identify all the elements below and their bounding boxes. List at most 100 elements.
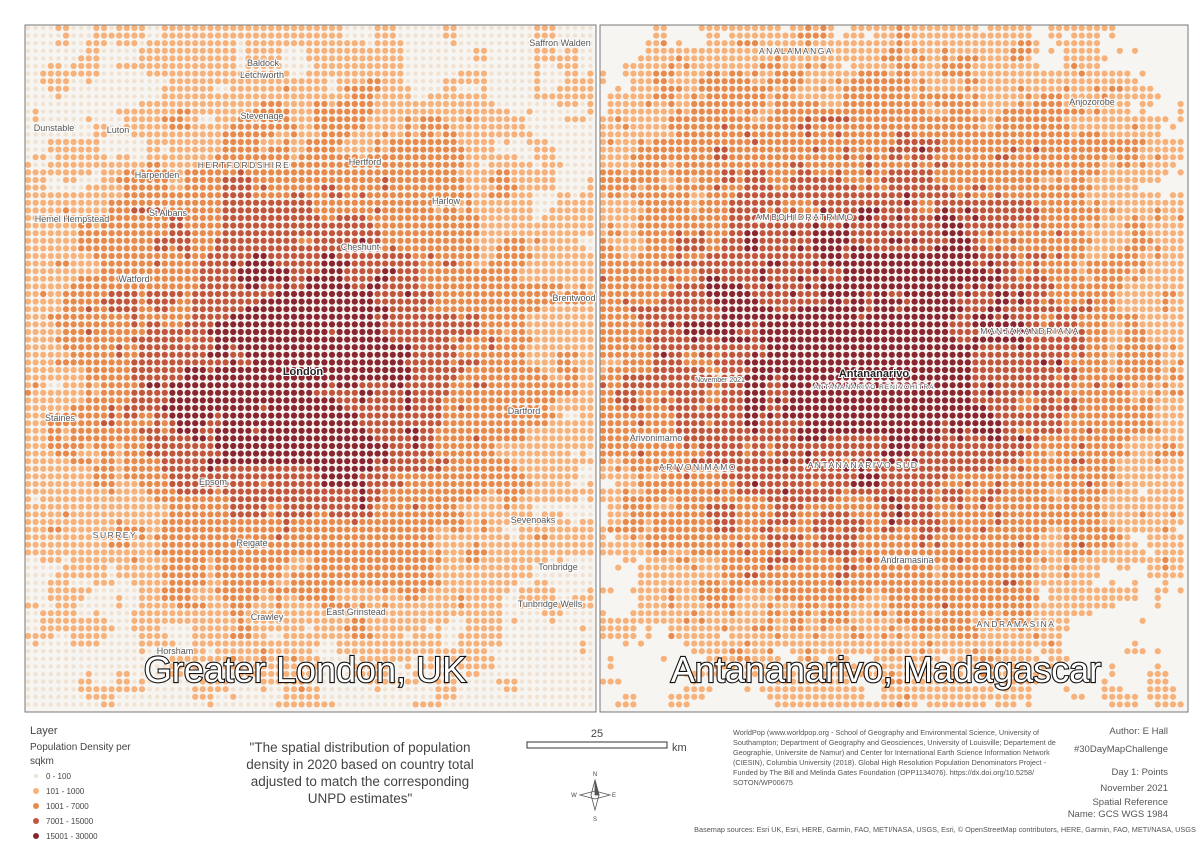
density-dot	[442, 176, 450, 184]
density-dot	[55, 146, 62, 153]
density-dot	[222, 214, 229, 222]
density-dot	[404, 488, 412, 495]
density-dot	[427, 290, 434, 298]
density-dot	[275, 70, 282, 77]
density-dot	[214, 359, 222, 366]
density-dot	[93, 488, 100, 495]
density-dot	[131, 275, 138, 282]
density-dot	[580, 185, 585, 190]
density-dot	[176, 260, 184, 267]
density-dot	[519, 25, 525, 31]
density-dot	[260, 465, 267, 472]
density-dot	[275, 123, 282, 130]
density-dot	[359, 420, 366, 427]
density-dot	[132, 147, 137, 152]
density-dot	[526, 131, 533, 138]
density-dot	[580, 25, 585, 31]
density-dot	[404, 306, 412, 313]
density-dot	[405, 63, 411, 69]
density-dot	[222, 252, 229, 260]
density-dot	[123, 207, 130, 214]
density-dot	[100, 442, 108, 450]
density-dot	[412, 169, 419, 176]
density-dot	[404, 465, 412, 472]
density-dot	[344, 458, 351, 465]
density-dot	[290, 138, 298, 146]
density-dot	[85, 503, 92, 510]
density-dot	[70, 412, 77, 419]
density-dot	[62, 442, 70, 450]
density-dot	[138, 473, 146, 480]
density-dot	[290, 268, 298, 275]
density-dot	[412, 382, 419, 389]
density-dot	[550, 117, 555, 122]
density-dot	[404, 138, 412, 146]
density-dot	[489, 86, 494, 92]
density-dot	[573, 132, 578, 137]
density-dot	[40, 374, 47, 381]
density-dot	[63, 109, 69, 114]
density-dot	[442, 108, 450, 115]
density-dot	[33, 162, 38, 167]
density-dot	[413, 48, 418, 53]
density-dot	[252, 123, 260, 130]
density-dot	[488, 237, 495, 244]
density-dot	[268, 123, 275, 130]
density-dot	[230, 442, 237, 450]
density-dot	[62, 268, 70, 275]
density-dot	[321, 260, 328, 267]
density-dot	[55, 283, 62, 290]
density-dot	[518, 465, 526, 472]
density-dot	[420, 420, 427, 427]
density-dot	[412, 496, 419, 503]
density-dot	[541, 237, 548, 244]
density-dot	[100, 32, 108, 39]
density-dot	[93, 154, 100, 161]
density-dot	[534, 389, 541, 396]
density-dot	[48, 25, 53, 31]
density-dot	[260, 290, 267, 298]
density-dot	[32, 488, 39, 495]
density-dot	[222, 192, 229, 199]
density-dot	[549, 427, 556, 434]
density-dot	[564, 488, 571, 495]
density-dot	[428, 48, 433, 53]
density-dot	[526, 435, 533, 442]
density-dot	[47, 252, 54, 260]
density-dot	[427, 458, 434, 465]
density-dot	[367, 41, 373, 46]
density-dot	[450, 366, 457, 374]
density-dot	[436, 86, 441, 92]
density-dot	[458, 458, 465, 465]
density-dot	[94, 109, 99, 114]
density-dot	[497, 63, 502, 69]
density-dot	[207, 473, 214, 480]
density-dot	[534, 268, 541, 275]
density-dot	[283, 40, 290, 47]
density-dot	[420, 480, 427, 488]
density-dot	[131, 359, 138, 366]
density-dot	[62, 78, 70, 85]
density-dot	[435, 427, 442, 434]
density-dot	[25, 169, 32, 176]
density-dot	[55, 260, 62, 267]
density-dot	[222, 222, 229, 229]
density-dot	[397, 100, 404, 108]
density-dot	[511, 176, 518, 184]
density-dot	[85, 465, 92, 472]
density-dot	[336, 222, 343, 229]
density-dot	[336, 78, 343, 85]
density-dot	[214, 100, 222, 108]
density-dot	[382, 359, 389, 366]
density-dot	[564, 442, 571, 450]
density-dot	[138, 420, 146, 427]
density-dot	[412, 146, 419, 153]
density-dot	[435, 207, 442, 214]
density-dot	[366, 473, 374, 480]
density-dot	[465, 328, 472, 336]
density-dot	[116, 275, 123, 282]
density-dot	[588, 56, 593, 61]
density-dot	[169, 503, 176, 510]
density-dot	[321, 252, 328, 260]
density-dot	[321, 382, 328, 389]
